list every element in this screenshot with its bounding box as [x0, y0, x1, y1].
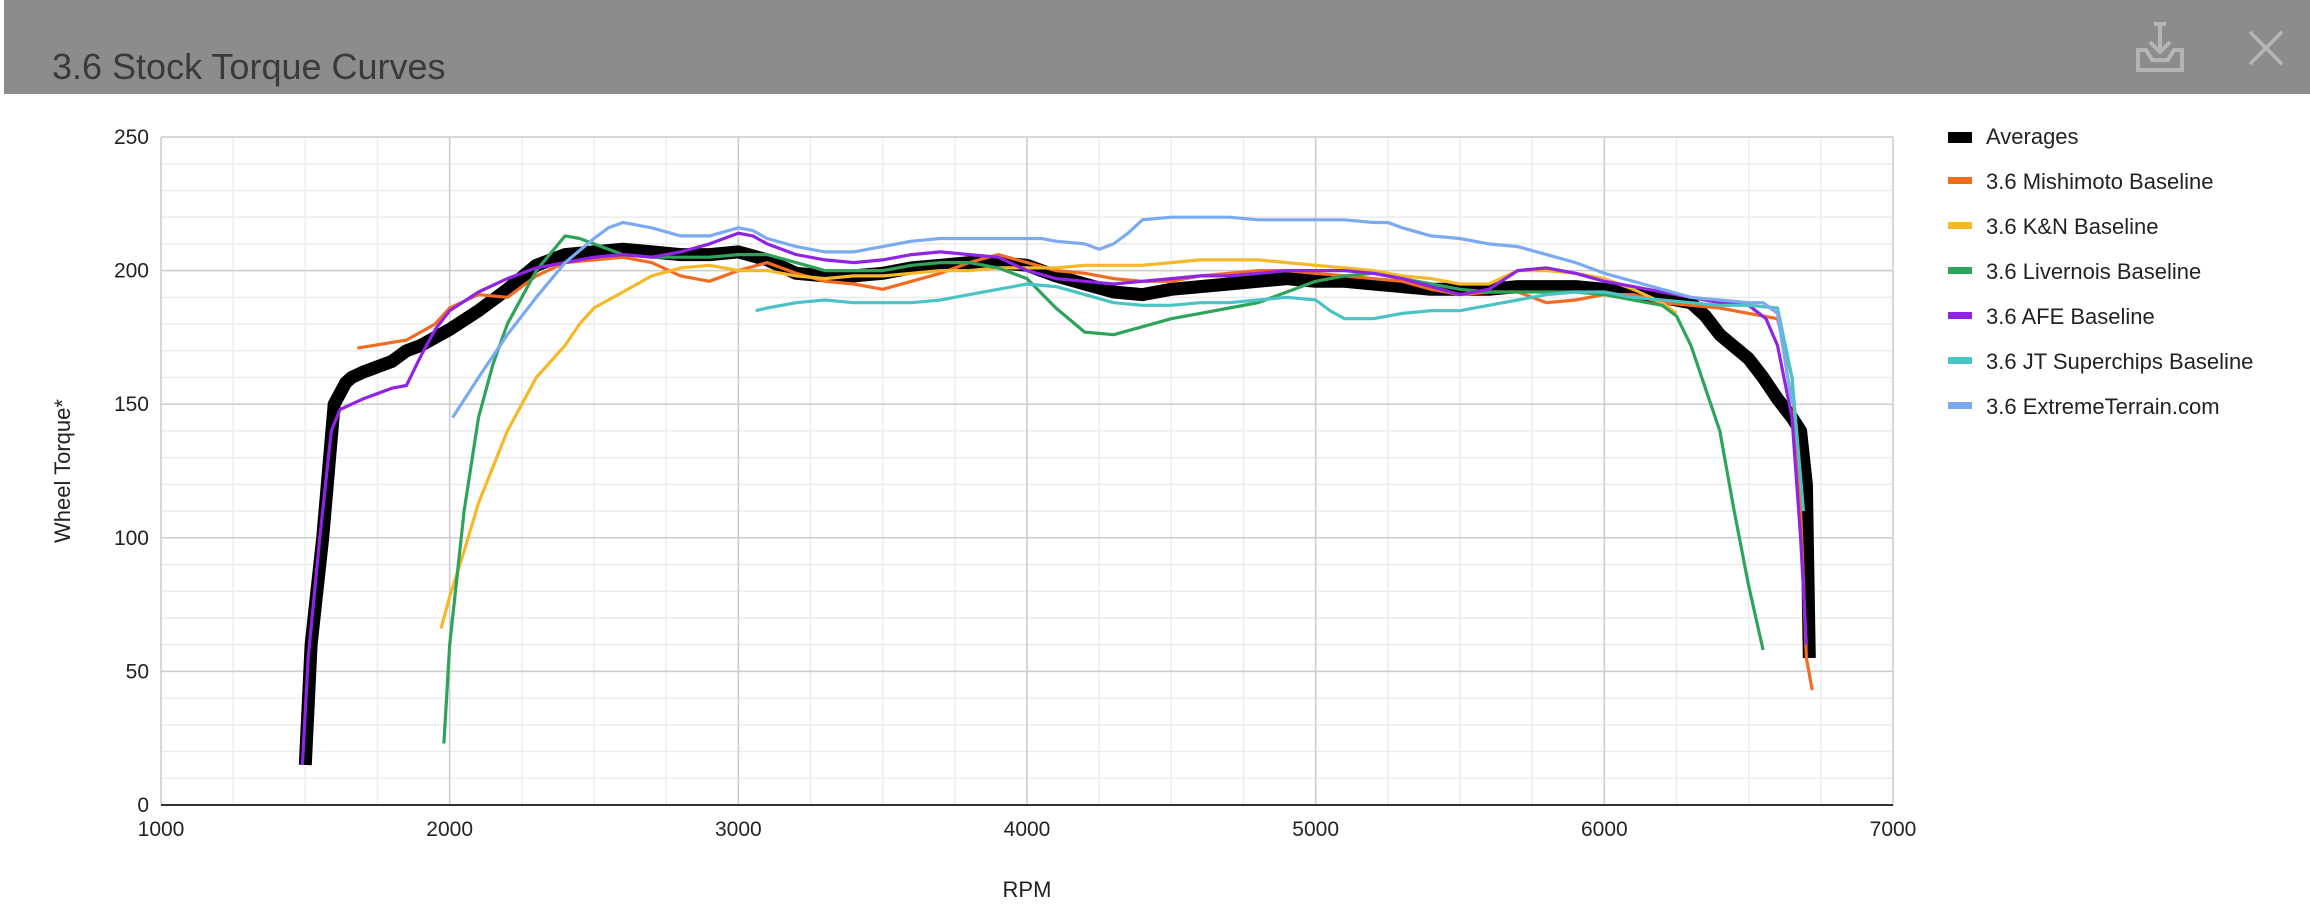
x-tick-label: 3000 [715, 818, 762, 841]
close-icon [2248, 30, 2284, 66]
close-button[interactable] [2236, 18, 2296, 78]
legend-swatch [1948, 267, 1972, 274]
series-line-5 [755, 282, 1806, 512]
x-tick-label: 6000 [1581, 818, 1628, 841]
y-tick-label: 150 [114, 393, 149, 416]
y-tick-label: 200 [114, 260, 149, 283]
chart-axes: 1000 2000 3000 4000 5000 6000 7000 0 50 100 150 200… [50, 126, 1916, 902]
y-tick-label: 250 [114, 126, 149, 149]
chart-series [298, 215, 1816, 766]
x-tick-label: 1000 [138, 818, 185, 841]
x-tick-label: 7000 [1870, 818, 1917, 841]
legend-label: 3.6 Livernois Baseline [1986, 259, 2201, 284]
series-line-3 [442, 234, 1765, 744]
legend-swatch [1948, 402, 1972, 409]
legend-label: 3.6 AFE Baseline [1986, 304, 2155, 329]
y-tick-label: 100 [114, 527, 149, 550]
chart-title-bar: 3.6 Stock Torque Curves [4, 0, 2310, 94]
series-line-0 [298, 242, 1816, 766]
x-tick-label: 4000 [1004, 818, 1051, 841]
x-tick-label: 5000 [1292, 818, 1339, 841]
chart-title: 3.6 Stock Torque Curves [52, 46, 446, 87]
series-line-2 [439, 258, 1678, 630]
legend-label: 3.6 K&N Baseline [1986, 214, 2158, 239]
legend-swatch [1948, 357, 1972, 364]
series-line-4 [300, 231, 1808, 765]
legend-swatch [1948, 222, 1972, 229]
y-tick-label: 50 [126, 660, 149, 683]
series-line-6 [451, 215, 1794, 419]
legend-label: 3.6 JT Superchips Baseline [1986, 349, 2253, 374]
y-axis-title: Wheel Torque* [50, 399, 75, 543]
legend-swatch [1948, 177, 1972, 184]
legend-swatch [1948, 312, 1972, 319]
torque-line-chart: 1000 2000 3000 4000 5000 6000 7000 0 50 100 150 200… [50, 124, 2253, 902]
legend-label: Averages [1986, 124, 2079, 149]
download-button[interactable] [2130, 18, 2190, 78]
x-axis-title: RPM [1003, 877, 1052, 902]
x-tick-label: 2000 [426, 818, 473, 841]
y-tick-label: 0 [137, 794, 149, 817]
download-icon [2136, 22, 2184, 72]
legend-label: 3.6 Mishimoto Baseline [1986, 169, 2213, 194]
series-line-1 [357, 253, 1814, 691]
legend-label: 3.6 ExtremeTerrain.com [1986, 394, 2220, 419]
legend-swatch [1948, 132, 1972, 143]
chart-legend: Averages 3.6 Mishimoto Baseline 3.6 K&N Ba… [1948, 124, 2253, 419]
